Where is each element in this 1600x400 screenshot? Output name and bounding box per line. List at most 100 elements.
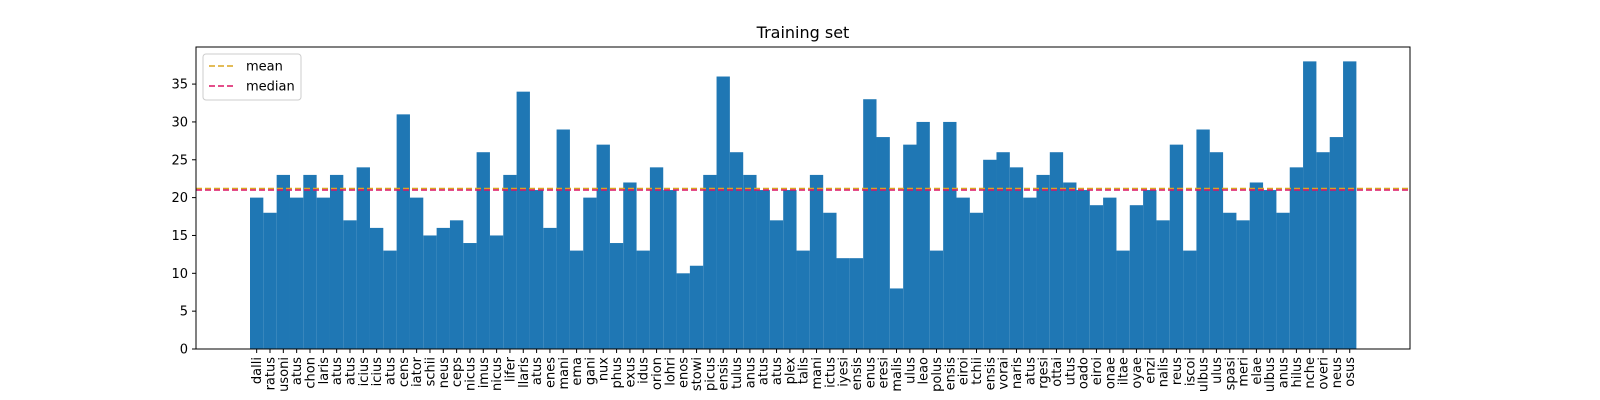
x-tick-label: overi: [1317, 357, 1332, 390]
x-tick-label: usoni: [277, 357, 292, 392]
x-tick-label: anus: [743, 357, 758, 388]
x-tick-label: spasi: [1223, 357, 1238, 390]
bar: [463, 243, 477, 349]
x-tick-label: nicus: [463, 357, 478, 391]
x-tick-label: iltae: [1117, 357, 1132, 385]
bar: [1289, 167, 1304, 349]
y-tick-label: 15: [171, 229, 188, 244]
x-tick-label: icius: [370, 357, 385, 387]
x-tick-label: gani: [583, 357, 598, 385]
bar: [809, 174, 824, 349]
bar: [1089, 205, 1104, 349]
bar: [583, 197, 597, 349]
x-tick-label: chon: [303, 357, 318, 389]
x-tick-label: ictus: [823, 357, 838, 388]
x-tick-label: nche: [1303, 357, 1318, 389]
bar: [543, 227, 557, 349]
x-tick-label: lohri: [663, 357, 678, 386]
bar: [863, 99, 877, 350]
x-tick-label: tchii: [970, 357, 985, 385]
bar: [316, 197, 330, 349]
x-tick-label: ensis: [983, 357, 998, 391]
x-tick-label: enus: [863, 357, 878, 388]
x-tick-label: oyae: [1130, 357, 1145, 389]
bar: [1116, 250, 1130, 349]
x-tick-label: schii: [423, 357, 438, 386]
x-tick-label: enzi: [1143, 357, 1158, 384]
x-tick-label: plex: [783, 357, 798, 385]
x-tick-label: rgesi: [1037, 357, 1052, 389]
bar: [609, 243, 624, 349]
bar: [1156, 220, 1170, 349]
x-tick-label: dalli: [250, 357, 265, 384]
x-tick-label: osus: [1343, 357, 1358, 387]
bar: [903, 144, 917, 349]
bar: [676, 273, 690, 349]
x-tick-label: neus: [1330, 357, 1345, 388]
x-tick-label: eiroi: [1090, 357, 1105, 385]
bar: [1063, 182, 1077, 349]
bar: [1143, 190, 1157, 349]
bar: [756, 190, 770, 349]
bar: [1023, 197, 1037, 349]
x-tick-label: nicus: [490, 357, 505, 391]
bar: [303, 174, 317, 349]
bar: [516, 91, 530, 349]
x-tick-label: neus: [437, 357, 452, 388]
x-tick-label: meri: [1237, 357, 1252, 387]
x-tick-label: eresi: [877, 357, 892, 388]
x-tick-label: naris: [1010, 357, 1025, 389]
bar: [703, 174, 717, 349]
bar: [1183, 250, 1197, 349]
bar: [596, 144, 610, 349]
x-tick-label: reus: [1170, 357, 1185, 385]
x-tick-label: iator: [410, 356, 425, 387]
x-tick-label: ceps: [450, 357, 465, 387]
x-tick-label: oado: [1077, 357, 1092, 389]
x-tick-label: nalis: [1157, 357, 1172, 387]
bar: [649, 167, 664, 349]
x-tick-label: elae: [1250, 357, 1265, 385]
bar: [716, 76, 730, 349]
bar: [1263, 190, 1277, 349]
bar: [876, 137, 890, 349]
bar: [1036, 174, 1050, 349]
bar: [569, 250, 584, 349]
x-tick-label: enes: [543, 357, 558, 388]
bar: [1169, 144, 1184, 349]
bar: [943, 121, 957, 349]
bar: [623, 182, 637, 349]
bar: [969, 212, 984, 349]
bar: [250, 197, 264, 349]
x-tick-label: ensis: [717, 357, 732, 391]
x-tick-label: hilus: [1290, 357, 1305, 388]
bar: [1076, 190, 1090, 349]
bar: [956, 197, 970, 349]
y-tick-label: 10: [171, 267, 188, 282]
bar: [1209, 152, 1224, 349]
bar: [1343, 61, 1357, 349]
x-tick-label: atus: [343, 357, 358, 385]
x-tick-label: imus: [477, 357, 492, 389]
x-tick-label: stowi: [690, 357, 705, 391]
legend-label: median: [246, 80, 295, 95]
bar: [729, 152, 744, 349]
bar: [1049, 152, 1064, 349]
x-tick-label: onae: [1103, 357, 1118, 389]
bar: [369, 227, 384, 349]
bar: [556, 129, 570, 349]
bar: [1316, 152, 1330, 349]
bar: [1329, 137, 1344, 349]
bar: [1303, 61, 1317, 349]
bar: [476, 152, 490, 349]
bar: [916, 121, 930, 349]
x-tick-label: leao: [917, 357, 932, 385]
bar: [1223, 212, 1237, 349]
bar: [849, 258, 864, 349]
y-tick-label: 20: [171, 191, 188, 206]
x-tick-label: iscoi: [1183, 357, 1198, 386]
bar: [1009, 167, 1024, 349]
bar: [983, 159, 997, 349]
bar: [1196, 129, 1210, 349]
